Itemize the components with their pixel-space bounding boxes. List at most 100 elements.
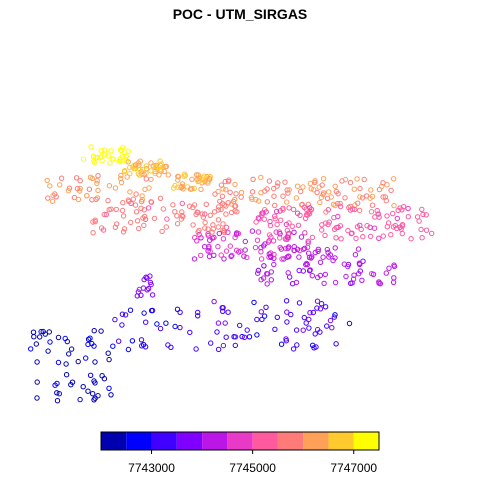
data-point — [351, 186, 357, 192]
data-point — [333, 235, 339, 241]
data-point — [121, 169, 128, 175]
data-point — [319, 227, 325, 233]
data-point — [198, 186, 204, 193]
data-point — [98, 148, 105, 154]
data-point — [383, 270, 389, 276]
data-point — [58, 175, 65, 181]
data-point — [127, 189, 133, 195]
data-point — [264, 186, 270, 192]
data-point — [294, 183, 301, 189]
data-point — [284, 199, 290, 205]
data-point — [227, 189, 233, 196]
data-point — [106, 356, 112, 363]
data-point — [228, 253, 234, 259]
data-point — [416, 218, 422, 224]
data-point — [337, 200, 343, 207]
data-point — [117, 158, 124, 165]
data-point — [284, 309, 290, 315]
data-point — [190, 222, 196, 228]
data-point — [303, 261, 309, 268]
data-point — [124, 174, 130, 180]
data-point — [220, 342, 227, 349]
data-point — [65, 188, 72, 194]
data-point — [380, 233, 386, 239]
data-point — [40, 328, 46, 335]
data-point — [318, 301, 325, 307]
data-point — [112, 185, 119, 191]
data-point — [157, 195, 164, 202]
data-point — [232, 342, 239, 349]
data-point — [148, 307, 155, 314]
data-point — [391, 202, 397, 209]
data-point — [322, 232, 328, 239]
data-point — [322, 220, 329, 226]
data-point — [110, 343, 116, 349]
data-point — [148, 168, 154, 174]
data-point — [291, 244, 297, 250]
data-point — [175, 184, 181, 190]
colorbar-tick-label: 7743000 — [128, 461, 175, 475]
data-point — [163, 224, 170, 230]
data-point — [220, 236, 227, 242]
data-point — [263, 209, 269, 215]
data-point — [141, 222, 147, 229]
data-point — [392, 222, 398, 229]
data-point — [164, 216, 170, 222]
data-point — [139, 166, 146, 173]
data-point — [296, 254, 302, 260]
data-point — [307, 180, 313, 187]
data-point — [382, 194, 388, 200]
data-point — [141, 171, 147, 178]
data-point — [368, 187, 374, 193]
data-point — [187, 329, 193, 336]
data-point — [284, 187, 290, 193]
colorbar-frame — [100, 431, 380, 451]
data-point — [328, 194, 334, 200]
data-point — [341, 261, 347, 267]
data-point — [216, 230, 223, 237]
data-point — [233, 247, 240, 254]
colorbar-segment — [126, 432, 152, 450]
data-point — [119, 322, 125, 328]
data-point — [215, 320, 222, 326]
data-point — [99, 157, 105, 164]
data-point — [363, 193, 370, 199]
data-point — [259, 316, 265, 323]
data-point — [174, 306, 181, 312]
data-point — [317, 199, 323, 206]
data-point — [266, 178, 273, 184]
data-point — [320, 190, 327, 196]
data-point — [287, 274, 293, 280]
data-point — [195, 313, 201, 319]
data-point — [271, 185, 277, 192]
data-point — [168, 344, 174, 350]
data-point — [241, 334, 248, 340]
data-point — [85, 388, 91, 394]
data-point — [270, 238, 277, 244]
data-point — [221, 202, 228, 208]
data-point — [136, 286, 143, 293]
data-point — [390, 210, 396, 217]
data-point — [303, 320, 309, 326]
data-point — [314, 305, 320, 311]
data-point — [174, 213, 180, 219]
data-point — [325, 207, 331, 213]
data-point — [121, 226, 128, 232]
data-point — [276, 229, 283, 235]
data-point — [66, 351, 72, 357]
data-point — [239, 333, 245, 340]
data-point — [199, 211, 206, 217]
data-point — [77, 185, 83, 192]
data-point — [180, 213, 186, 220]
data-point — [375, 211, 382, 217]
data-point — [364, 223, 370, 229]
data-point — [290, 206, 297, 213]
data-point — [253, 219, 259, 225]
data-point — [361, 176, 367, 183]
data-point — [338, 236, 344, 242]
data-point — [45, 348, 51, 354]
data-point — [206, 253, 213, 260]
data-point — [137, 158, 144, 164]
data-point — [218, 252, 224, 258]
data-point — [355, 246, 362, 252]
